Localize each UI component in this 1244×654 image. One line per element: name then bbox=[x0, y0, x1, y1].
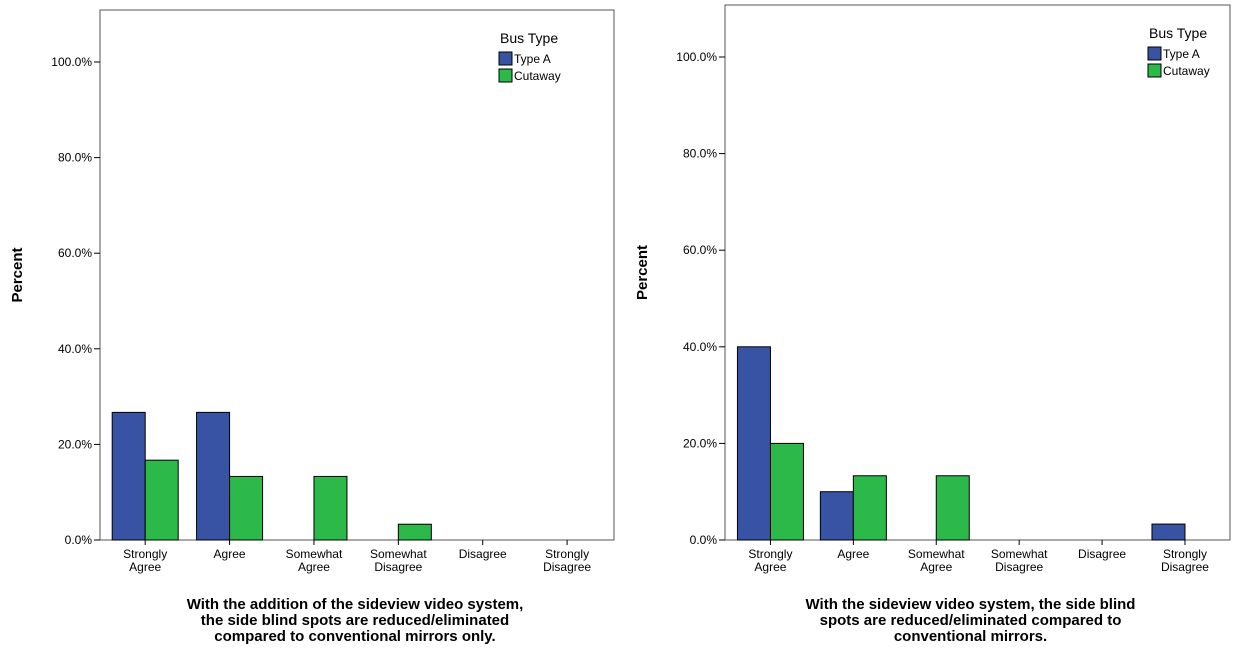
x-tick-label: Agree bbox=[754, 560, 786, 574]
legend-swatch bbox=[498, 68, 513, 83]
x-axis-title: With the addition of the sideview video … bbox=[187, 596, 524, 613]
x-axis-title: spots are reduced/eliminated compared to bbox=[820, 612, 1122, 629]
x-tick-label: Somewhat bbox=[908, 547, 965, 561]
x-tick-label: Agree bbox=[129, 560, 161, 574]
x-axis-title: With the sideview video system, the side… bbox=[806, 596, 1136, 613]
y-tick-label: 40.0% bbox=[683, 340, 717, 354]
y-tick-label: 80.0% bbox=[58, 151, 92, 165]
y-tick-label: 0.0% bbox=[690, 533, 718, 547]
y-tick-label: 80.0% bbox=[683, 147, 717, 161]
x-tick-label: Disagree bbox=[1078, 547, 1126, 561]
plot-area bbox=[724, 4, 1231, 541]
x-tick-label: Strongly bbox=[748, 547, 792, 561]
plot-area bbox=[99, 9, 615, 541]
bar-cutaway bbox=[769, 442, 804, 541]
legend-swatch bbox=[498, 51, 513, 66]
y-tick-label: 20.0% bbox=[683, 436, 717, 450]
legend-label: Cutaway bbox=[1163, 64, 1210, 78]
x-tick-label: Disagree bbox=[1161, 560, 1209, 574]
y-tick-label: 40.0% bbox=[58, 342, 92, 356]
chart-left-svg: 0.0% 20.0% 40.0% 60.0% 80.0% 100.0% Percent Str… bbox=[9, 9, 615, 645]
x-tick-label: Somewhat bbox=[370, 547, 427, 561]
legend-label: Type A bbox=[514, 52, 551, 66]
legend-swatch bbox=[1147, 63, 1162, 78]
x-tick-label: Somewhat bbox=[991, 547, 1048, 561]
chart-right: 0.0% 20.0% 40.0% 60.0% 80.0% 100.0% Percent Str… bbox=[622, 0, 1244, 654]
x-tick-label: Disagree bbox=[543, 560, 591, 574]
x-axis-title: compared to conventional mirrors only. bbox=[214, 628, 495, 645]
x-tick-label: Agree bbox=[920, 560, 952, 574]
chart-right-svg: 0.0% 20.0% 40.0% 60.0% 80.0% 100.0% Percent Str… bbox=[634, 4, 1231, 645]
x-axis-title: the side blind spots are reduced/elimina… bbox=[201, 612, 509, 629]
legend-title: Bus Type bbox=[1149, 25, 1207, 41]
bar-cutaway bbox=[935, 475, 970, 541]
bar-cutaway bbox=[229, 475, 264, 541]
x-tick-label: Agree bbox=[298, 560, 330, 574]
bar-cutaway bbox=[144, 459, 179, 541]
legend-label: Type A bbox=[1163, 47, 1200, 61]
y-tick-label: 100.0% bbox=[51, 55, 92, 69]
bar-type-a bbox=[1151, 523, 1186, 541]
x-tick-label: Agree bbox=[214, 547, 246, 561]
x-tick-label: Strongly bbox=[1163, 547, 1207, 561]
bar-type-a bbox=[819, 491, 854, 541]
bar-cutaway bbox=[313, 475, 348, 541]
legend-swatch bbox=[1147, 46, 1162, 61]
x-tick-label: Strongly bbox=[123, 547, 167, 561]
x-tick-label: Disagree bbox=[459, 547, 507, 561]
bar-cutaway bbox=[852, 475, 887, 541]
bar-type-a bbox=[736, 346, 771, 541]
y-tick-label: 60.0% bbox=[58, 246, 92, 260]
x-tick-label: Disagree bbox=[374, 560, 422, 574]
x-tick-label: Agree bbox=[837, 547, 869, 561]
legend-label: Cutaway bbox=[514, 69, 561, 83]
y-axis-title: Percent bbox=[9, 247, 26, 302]
y-axis-title: Percent bbox=[634, 245, 651, 300]
legend-title: Bus Type bbox=[500, 30, 558, 46]
chart-left: 0.0% 20.0% 40.0% 60.0% 80.0% 100.0% Percent Str… bbox=[9, 9, 615, 645]
y-tick-label: 60.0% bbox=[683, 243, 717, 257]
x-tick-label: Strongly bbox=[545, 547, 589, 561]
x-tick-label: Somewhat bbox=[286, 547, 343, 561]
y-tick-label: 0.0% bbox=[65, 533, 93, 547]
x-tick-label: Disagree bbox=[995, 560, 1043, 574]
y-tick-label: 100.0% bbox=[676, 50, 717, 64]
bar-cutaway bbox=[397, 523, 432, 541]
bar-type-a bbox=[196, 411, 231, 541]
bar-type-a bbox=[111, 411, 146, 541]
y-tick-label: 20.0% bbox=[58, 437, 92, 451]
x-axis-title: conventional mirrors. bbox=[894, 628, 1047, 645]
